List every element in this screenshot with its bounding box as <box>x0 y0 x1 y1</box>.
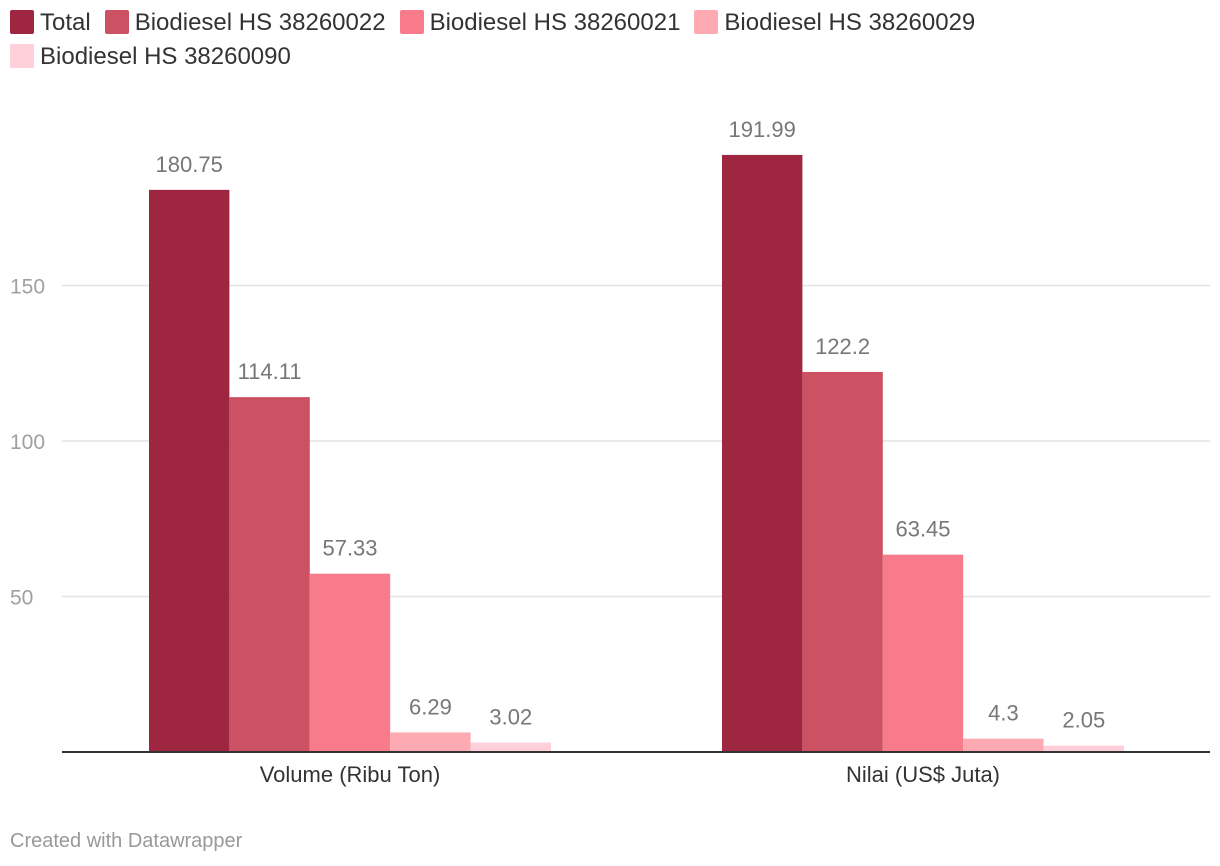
bar <box>1043 745 1124 752</box>
y-tick-label: 150 <box>10 276 45 299</box>
legend-swatch <box>10 44 34 68</box>
bar <box>309 573 391 752</box>
data-label: 3.02 <box>489 705 532 730</box>
legend-label: Biodiesel HS 38260029 <box>724 9 976 36</box>
x-category-label: Volume (Ribu Ton) <box>260 762 441 787</box>
data-label: 180.75 <box>156 152 223 177</box>
legend-item-1: Biodiesel HS 38260022 <box>104 6 386 40</box>
legend-item-2: Biodiesel HS 38260021 <box>399 6 681 40</box>
legend-item-0: Total <box>10 6 91 40</box>
data-label: 114.11 <box>238 359 302 384</box>
data-label: 2.05 <box>1062 708 1105 733</box>
footer-credit: Created with Datawrapper <box>10 830 243 852</box>
legend-label: Total <box>40 9 91 36</box>
legend-item-4: Biodiesel HS 38260090 <box>10 40 291 74</box>
bar <box>722 154 803 752</box>
bar <box>149 189 230 752</box>
bar <box>470 742 551 752</box>
data-label: 122.2 <box>815 334 870 359</box>
data-label: 57.33 <box>322 536 377 561</box>
bar <box>802 371 883 752</box>
data-label: 6.29 <box>409 694 452 719</box>
legend-label: Biodiesel HS 38260021 <box>429 9 681 36</box>
data-label: 191.99 <box>729 117 796 142</box>
bar <box>390 732 471 752</box>
chart-legend: Total Biodiesel HS 38260022 Biodiesel HS 3… <box>10 6 1210 74</box>
data-label: 63.45 <box>895 517 950 542</box>
bar <box>229 397 310 752</box>
legend-swatch <box>104 10 129 34</box>
y-tick-label: 100 <box>10 431 45 454</box>
bar <box>882 554 964 752</box>
legend-label: Biodiesel HS 38260022 <box>134 9 386 36</box>
bar <box>963 738 1044 752</box>
legend-item-3: Biodiesel HS 38260029 <box>694 6 975 40</box>
legend-swatch <box>10 10 34 34</box>
y-tick-label: 50 <box>10 587 33 610</box>
legend-label: Biodiesel HS 38260090 <box>40 43 291 70</box>
x-category-label: Nilai (US$ Juta) <box>846 762 1000 787</box>
data-label: 4.3 <box>988 701 1019 726</box>
legend-swatch <box>399 10 424 34</box>
legend-swatch <box>694 10 719 34</box>
